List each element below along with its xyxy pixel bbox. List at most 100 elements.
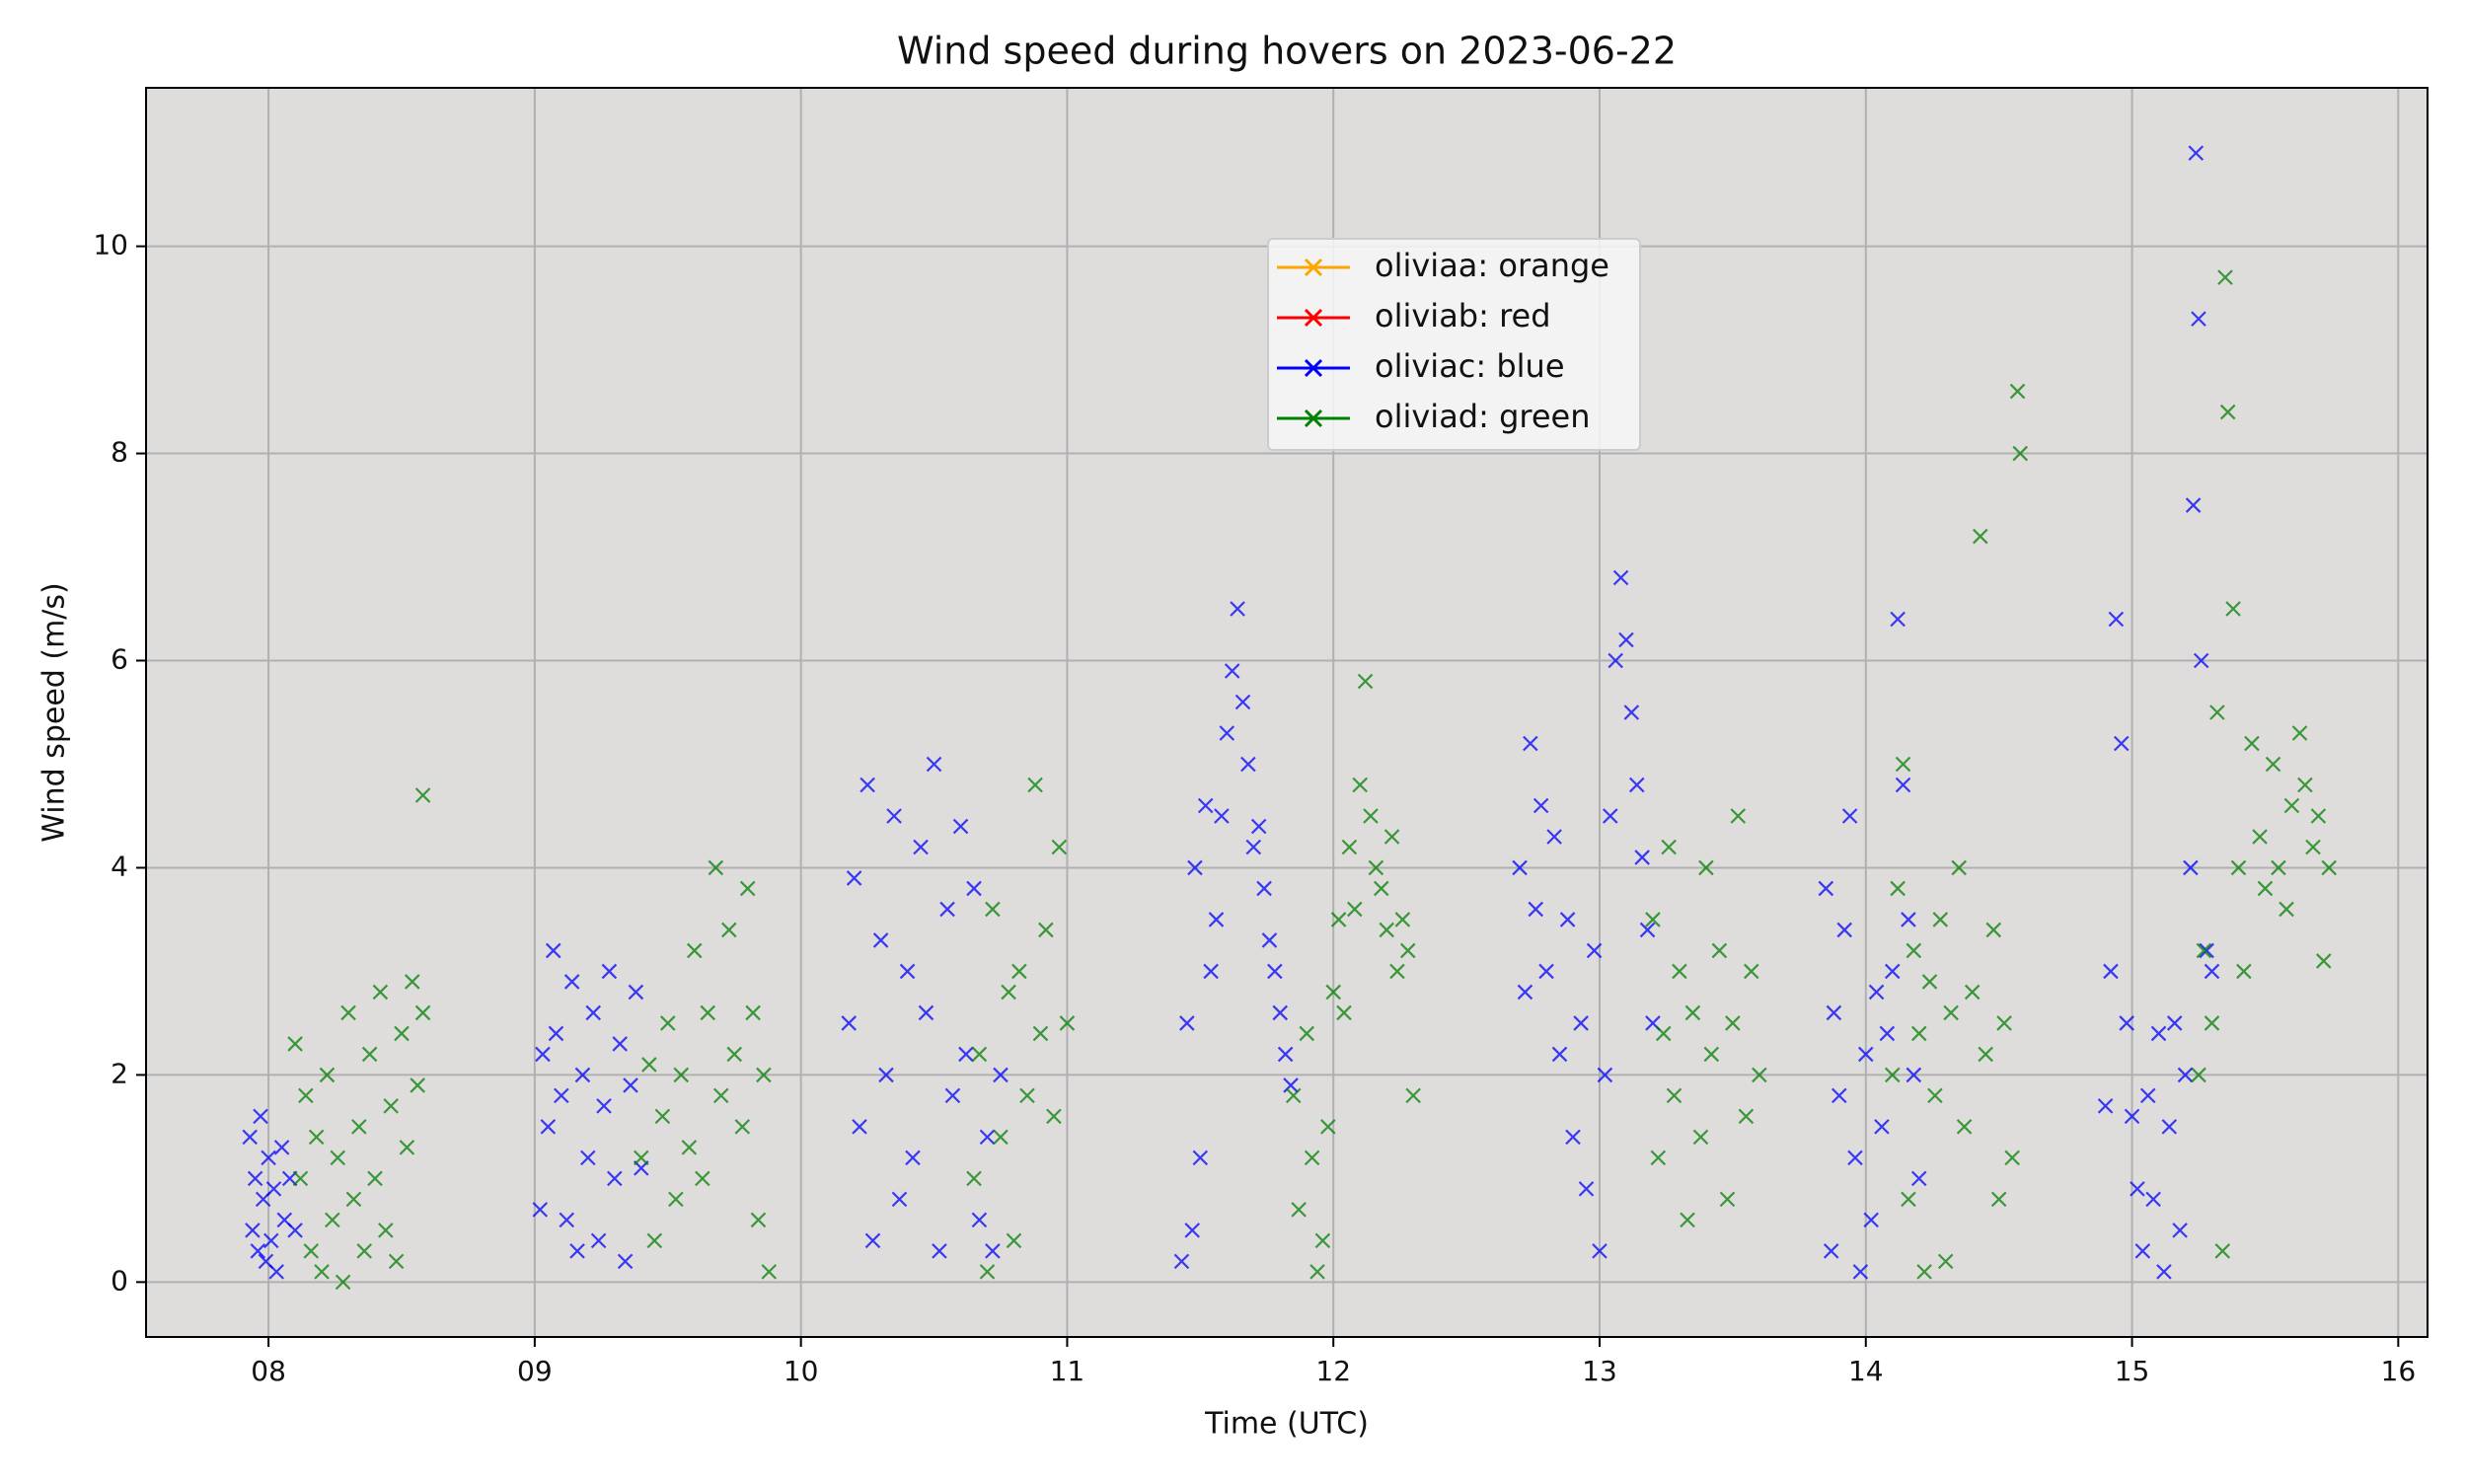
data-point: [634, 1150, 649, 1166]
data-point: [1743, 963, 1759, 980]
data-point: [864, 1232, 881, 1249]
data-point: [2004, 1150, 2020, 1166]
data-point: [1847, 1150, 1863, 1166]
data-point: [1672, 963, 1687, 980]
data-point: [1285, 1087, 1302, 1104]
data-point: [1901, 1191, 1916, 1208]
data-point: [905, 1150, 921, 1166]
data-point: [918, 1004, 934, 1021]
data-point: [1347, 901, 1363, 918]
data-point: [2139, 1087, 2156, 1104]
data-point: [1330, 912, 1347, 928]
data-point: [739, 880, 756, 897]
data-point: [1197, 797, 1214, 814]
data-point: [971, 1046, 988, 1063]
x-tick-label: 13: [1582, 1355, 1617, 1387]
data-point: [1927, 1087, 1943, 1104]
data-point: [2156, 1264, 2172, 1280]
data-point: [1208, 912, 1225, 928]
data-point: [325, 1212, 340, 1228]
data-point: [1214, 808, 1230, 824]
data-point: [1357, 673, 1374, 690]
data-point: [590, 1232, 607, 1249]
data-point: [1956, 1119, 1973, 1135]
data-point: [1309, 1264, 1325, 1280]
data-point: [1607, 652, 1623, 669]
data-point: [708, 859, 724, 876]
data-point: [1592, 1243, 1607, 1259]
data-point: [245, 1223, 261, 1238]
data-point: [712, 1087, 729, 1104]
y-tick-label: 0: [111, 1264, 128, 1297]
data-point: [1661, 839, 1677, 855]
data-point: [287, 1223, 303, 1238]
data-point: [1996, 1015, 2012, 1031]
data-point: [414, 1004, 431, 1021]
data-point: [1752, 1067, 1767, 1083]
x-tick-label: 15: [2115, 1355, 2150, 1387]
data-point: [1612, 569, 1629, 586]
y-tick-label: 4: [111, 850, 128, 882]
data-point: [1684, 1004, 1701, 1021]
data-point: [2305, 839, 2321, 855]
data-point: [1972, 528, 1988, 545]
data-point: [886, 808, 902, 824]
data-point: [273, 1140, 290, 1155]
data-point: [2134, 1243, 2151, 1259]
data-point: [2191, 1067, 2206, 1083]
data-point: [340, 1004, 356, 1021]
data-point: [750, 1212, 767, 1228]
data-point: [1019, 1087, 1035, 1104]
data-point: [721, 922, 737, 938]
data-point: [1618, 631, 1634, 648]
data-point: [1901, 912, 1916, 928]
data-point: [860, 777, 875, 793]
data-point: [1884, 963, 1901, 980]
data-point: [1363, 808, 1379, 824]
legend-label: oliviaa: orange: [1375, 247, 1609, 284]
data-point: [1603, 808, 1618, 824]
data-point: [308, 1129, 325, 1146]
data-point: [1512, 859, 1528, 876]
data-point: [1341, 839, 1358, 855]
data-point: [601, 963, 618, 980]
data-point: [952, 818, 969, 835]
data-point: [548, 1025, 564, 1042]
data-point: [993, 1129, 1009, 1146]
data-point: [617, 1253, 634, 1270]
data-point: [405, 974, 420, 990]
data-point: [1932, 912, 1949, 928]
data-point: [2196, 942, 2212, 959]
data-point: [1523, 735, 1538, 752]
data-point: [2183, 859, 2199, 876]
data-point: [388, 1253, 405, 1270]
data-point: [1725, 1015, 1741, 1031]
data-point: [1937, 1253, 1954, 1270]
data-point: [1533, 797, 1549, 814]
data-point: [1187, 859, 1203, 876]
data-point: [1738, 1108, 1755, 1125]
data-point: [1399, 942, 1416, 959]
data-point: [1836, 922, 1852, 938]
data-point: [414, 787, 431, 803]
data-point: [1046, 1108, 1062, 1125]
data-point: [2214, 1243, 2231, 1259]
data-point: [1250, 818, 1267, 835]
chart-title: Wind speed during hovers on 2023-06-22: [897, 30, 1677, 73]
data-point: [2321, 859, 2337, 876]
data-point: [351, 1119, 367, 1135]
data-point: [628, 984, 644, 1001]
data-point: [2265, 756, 2281, 773]
data-point: [1650, 1150, 1667, 1166]
data-point: [1597, 1067, 1613, 1083]
data-point: [2150, 1025, 2167, 1042]
legend-label: oliviab: red: [1375, 297, 1551, 334]
data-point: [2185, 497, 2202, 513]
data-point: [971, 1212, 988, 1228]
data-point: [1336, 1004, 1352, 1021]
data-point: [1389, 963, 1405, 980]
data-point: [2244, 735, 2260, 752]
data-point: [2279, 901, 2294, 918]
data-point: [545, 942, 561, 959]
data-point: [1906, 1067, 1922, 1083]
